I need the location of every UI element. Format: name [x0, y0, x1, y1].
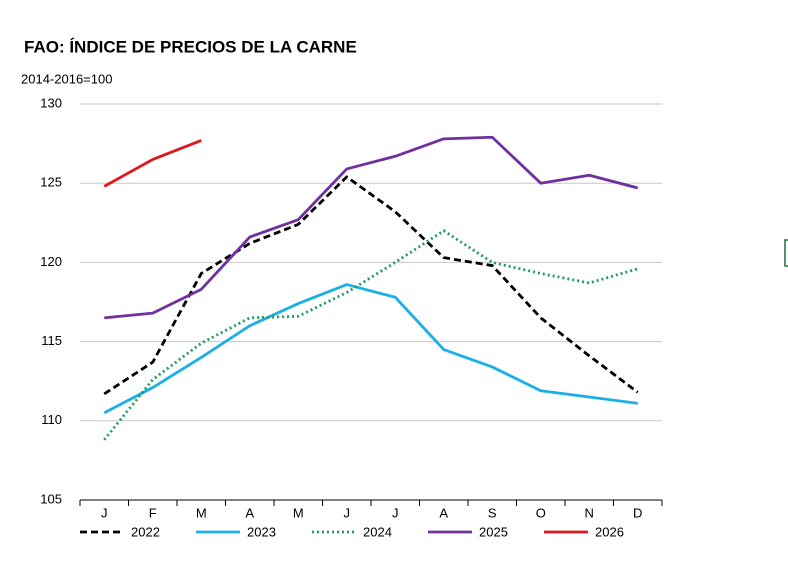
legend-label: 2024	[363, 524, 392, 539]
y-tick-label: 130	[40, 95, 62, 110]
series-line	[103, 139, 202, 188]
chart-subtitle: 2014-2016=100	[21, 71, 112, 86]
x-tick-label: J	[392, 505, 399, 520]
x-tick-label: M	[293, 505, 304, 520]
legend-label: 2022	[131, 524, 160, 539]
x-tick-label: N	[585, 505, 594, 520]
x-tick-label: D	[633, 505, 642, 520]
edge-fragment	[784, 239, 788, 267]
series-line	[103, 229, 639, 441]
legend-label: 2025	[479, 524, 508, 539]
series-line	[103, 283, 638, 415]
y-tick-label: 105	[40, 491, 62, 506]
legend-label: 2026	[595, 524, 624, 539]
y-tick-label: 115	[41, 333, 62, 348]
y-tick-label: 120	[40, 254, 62, 269]
x-tick-label: J	[344, 505, 351, 520]
x-tick-label: O	[536, 505, 546, 520]
series-line	[103, 175, 639, 396]
legend-label: 2023	[247, 524, 276, 539]
series-line	[104, 135, 639, 320]
x-tick-label: F	[149, 505, 157, 520]
x-tick-label: A	[245, 505, 254, 520]
y-tick-label: 110	[41, 412, 62, 427]
x-tick-label: S	[488, 505, 497, 520]
y-tick-label: 125	[40, 175, 62, 190]
x-tick-label: J	[101, 505, 108, 520]
chart-title: FAO: ÍNDICE DE PRECIOS DE LA CARNE	[24, 37, 357, 56]
x-tick-label: M	[196, 505, 207, 520]
x-tick-label: A	[439, 505, 448, 520]
